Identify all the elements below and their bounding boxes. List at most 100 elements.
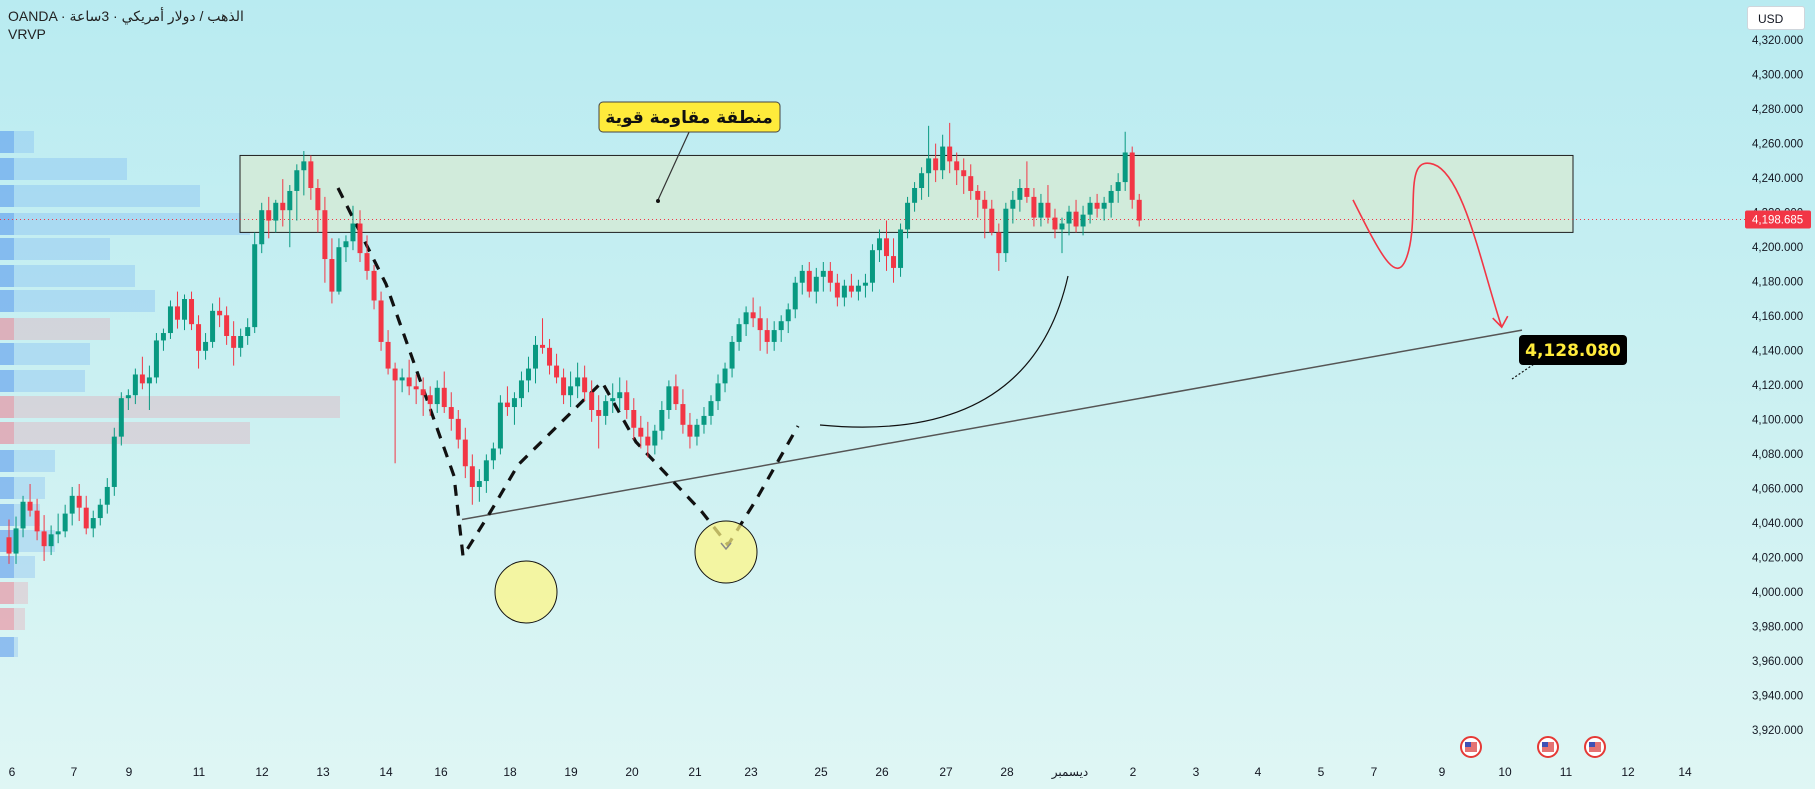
- candle-body-109: [771, 330, 777, 342]
- candle-body-154: [1087, 202, 1093, 215]
- candle-body-34: [245, 327, 251, 336]
- candle-body-39: [280, 202, 286, 211]
- vp-bar-7: [0, 318, 110, 340]
- candle-body-8: [62, 513, 68, 532]
- projection-path: [1352, 162, 1503, 328]
- y-tick-label: 4,280.000: [1752, 104, 1803, 116]
- candle-body-150: [1059, 223, 1065, 230]
- candle-body-118: [834, 282, 840, 298]
- candle-body-40: [287, 190, 293, 211]
- x-tick-label: 10: [1498, 765, 1512, 779]
- candle-body-136: [961, 170, 967, 177]
- candle-body-155: [1094, 202, 1100, 209]
- candle-body-144: [1017, 188, 1023, 200]
- candle-body-46: [329, 259, 335, 292]
- candle-body-22: [160, 333, 166, 341]
- candle-body-80: [568, 386, 574, 396]
- candle-body-153: [1080, 214, 1086, 227]
- vp-bar-core-12: [0, 450, 14, 472]
- candle-body-62: [441, 387, 447, 408]
- candle-body-27: [196, 324, 202, 351]
- candle-body-161: [1136, 199, 1142, 221]
- vp-bar-12: [0, 450, 55, 472]
- candle-body-7: [55, 531, 61, 535]
- us-event-icon: [1584, 736, 1606, 758]
- projection-arrowhead: [1492, 315, 1509, 329]
- candle-body-91: [645, 436, 651, 446]
- vp-bar-6: [0, 290, 155, 312]
- candle-body-96: [680, 404, 686, 425]
- candle-body-32: [231, 336, 237, 348]
- y-tick-label: 3,920.000: [1752, 725, 1803, 737]
- candle-body-103: [729, 341, 735, 369]
- candle-body-142: [1003, 208, 1009, 254]
- candle-body-9: [69, 495, 75, 514]
- candle-body-74: [525, 368, 531, 381]
- candle-body-57: [406, 377, 412, 387]
- candle-body-33: [238, 336, 244, 348]
- vp-bar-core-19: [0, 637, 14, 657]
- candle-body-147: [1038, 202, 1044, 218]
- candle-body-93: [659, 410, 665, 431]
- vp-bar-3: [0, 213, 250, 235]
- candle-body-104: [736, 324, 742, 342]
- candle-body-125: [884, 238, 889, 257]
- vp-bar-core-17: [0, 582, 14, 604]
- candle-body-134: [947, 146, 953, 162]
- candle-body-75: [533, 344, 538, 369]
- y-tick-label: 4,000.000: [1752, 587, 1803, 599]
- candle-body-71: [504, 402, 510, 408]
- candle-body-28: [203, 341, 209, 351]
- candle-body-158: [1115, 182, 1121, 191]
- y-tick-label: 4,080.000: [1752, 449, 1803, 461]
- currency-button[interactable]: USD: [1747, 6, 1805, 30]
- y-tick-label: 4,120.000: [1752, 380, 1803, 392]
- bottom-circle-1: [494, 560, 558, 624]
- candle-body-43: [308, 161, 314, 188]
- candle-body-44: [315, 188, 321, 211]
- candle-body-69: [490, 448, 496, 461]
- candle-body-26: [189, 299, 195, 325]
- x-tick-label: 3: [1193, 765, 1200, 779]
- vp-bar-9: [0, 370, 85, 392]
- candle-body-41: [294, 170, 300, 191]
- candle-body-151: [1066, 211, 1072, 224]
- candle-body-79: [561, 377, 567, 396]
- candle-body-19: [139, 374, 145, 384]
- candle-body-132: [933, 158, 939, 171]
- candle-body-86: [610, 398, 616, 402]
- candle-body-159: [1122, 152, 1128, 183]
- candle-body-110: [778, 321, 784, 331]
- candle-body-55: [392, 368, 398, 381]
- vp-bar-13: [0, 477, 45, 499]
- candle-body-11: [83, 507, 89, 529]
- candle-body-29: [210, 310, 216, 342]
- vp-bar-8: [0, 343, 90, 365]
- vp-bar-19: [0, 637, 18, 657]
- candle-body-1: [13, 528, 19, 554]
- candle-body-54: [385, 341, 391, 369]
- x-tick-label: 2: [1130, 765, 1137, 779]
- legend-indicator: VRVP: [8, 26, 46, 42]
- candle-body-85: [603, 401, 609, 416]
- x-tick-label: 9: [126, 765, 133, 779]
- candle-body-148: [1045, 202, 1051, 218]
- candle-body-12: [90, 518, 96, 529]
- candle-body-101: [715, 383, 721, 402]
- candle-body-78: [554, 365, 560, 378]
- candle-body-21: [153, 340, 159, 378]
- vp-bar-10: [0, 396, 340, 418]
- candle-body-67: [476, 481, 482, 487]
- candle-body-139: [982, 199, 988, 209]
- candle-body-126: [891, 256, 897, 268]
- x-tick-label: 5: [1318, 765, 1325, 779]
- vp-bar-core-4: [0, 238, 14, 260]
- vp-bar-core-5: [0, 265, 14, 287]
- target-callout-label: 4,128.080: [1525, 341, 1621, 361]
- vp-bar-5: [0, 265, 135, 287]
- x-tick-label: 26: [875, 765, 889, 779]
- vp-bar-core-9: [0, 370, 14, 392]
- candle-body-36: [259, 210, 265, 245]
